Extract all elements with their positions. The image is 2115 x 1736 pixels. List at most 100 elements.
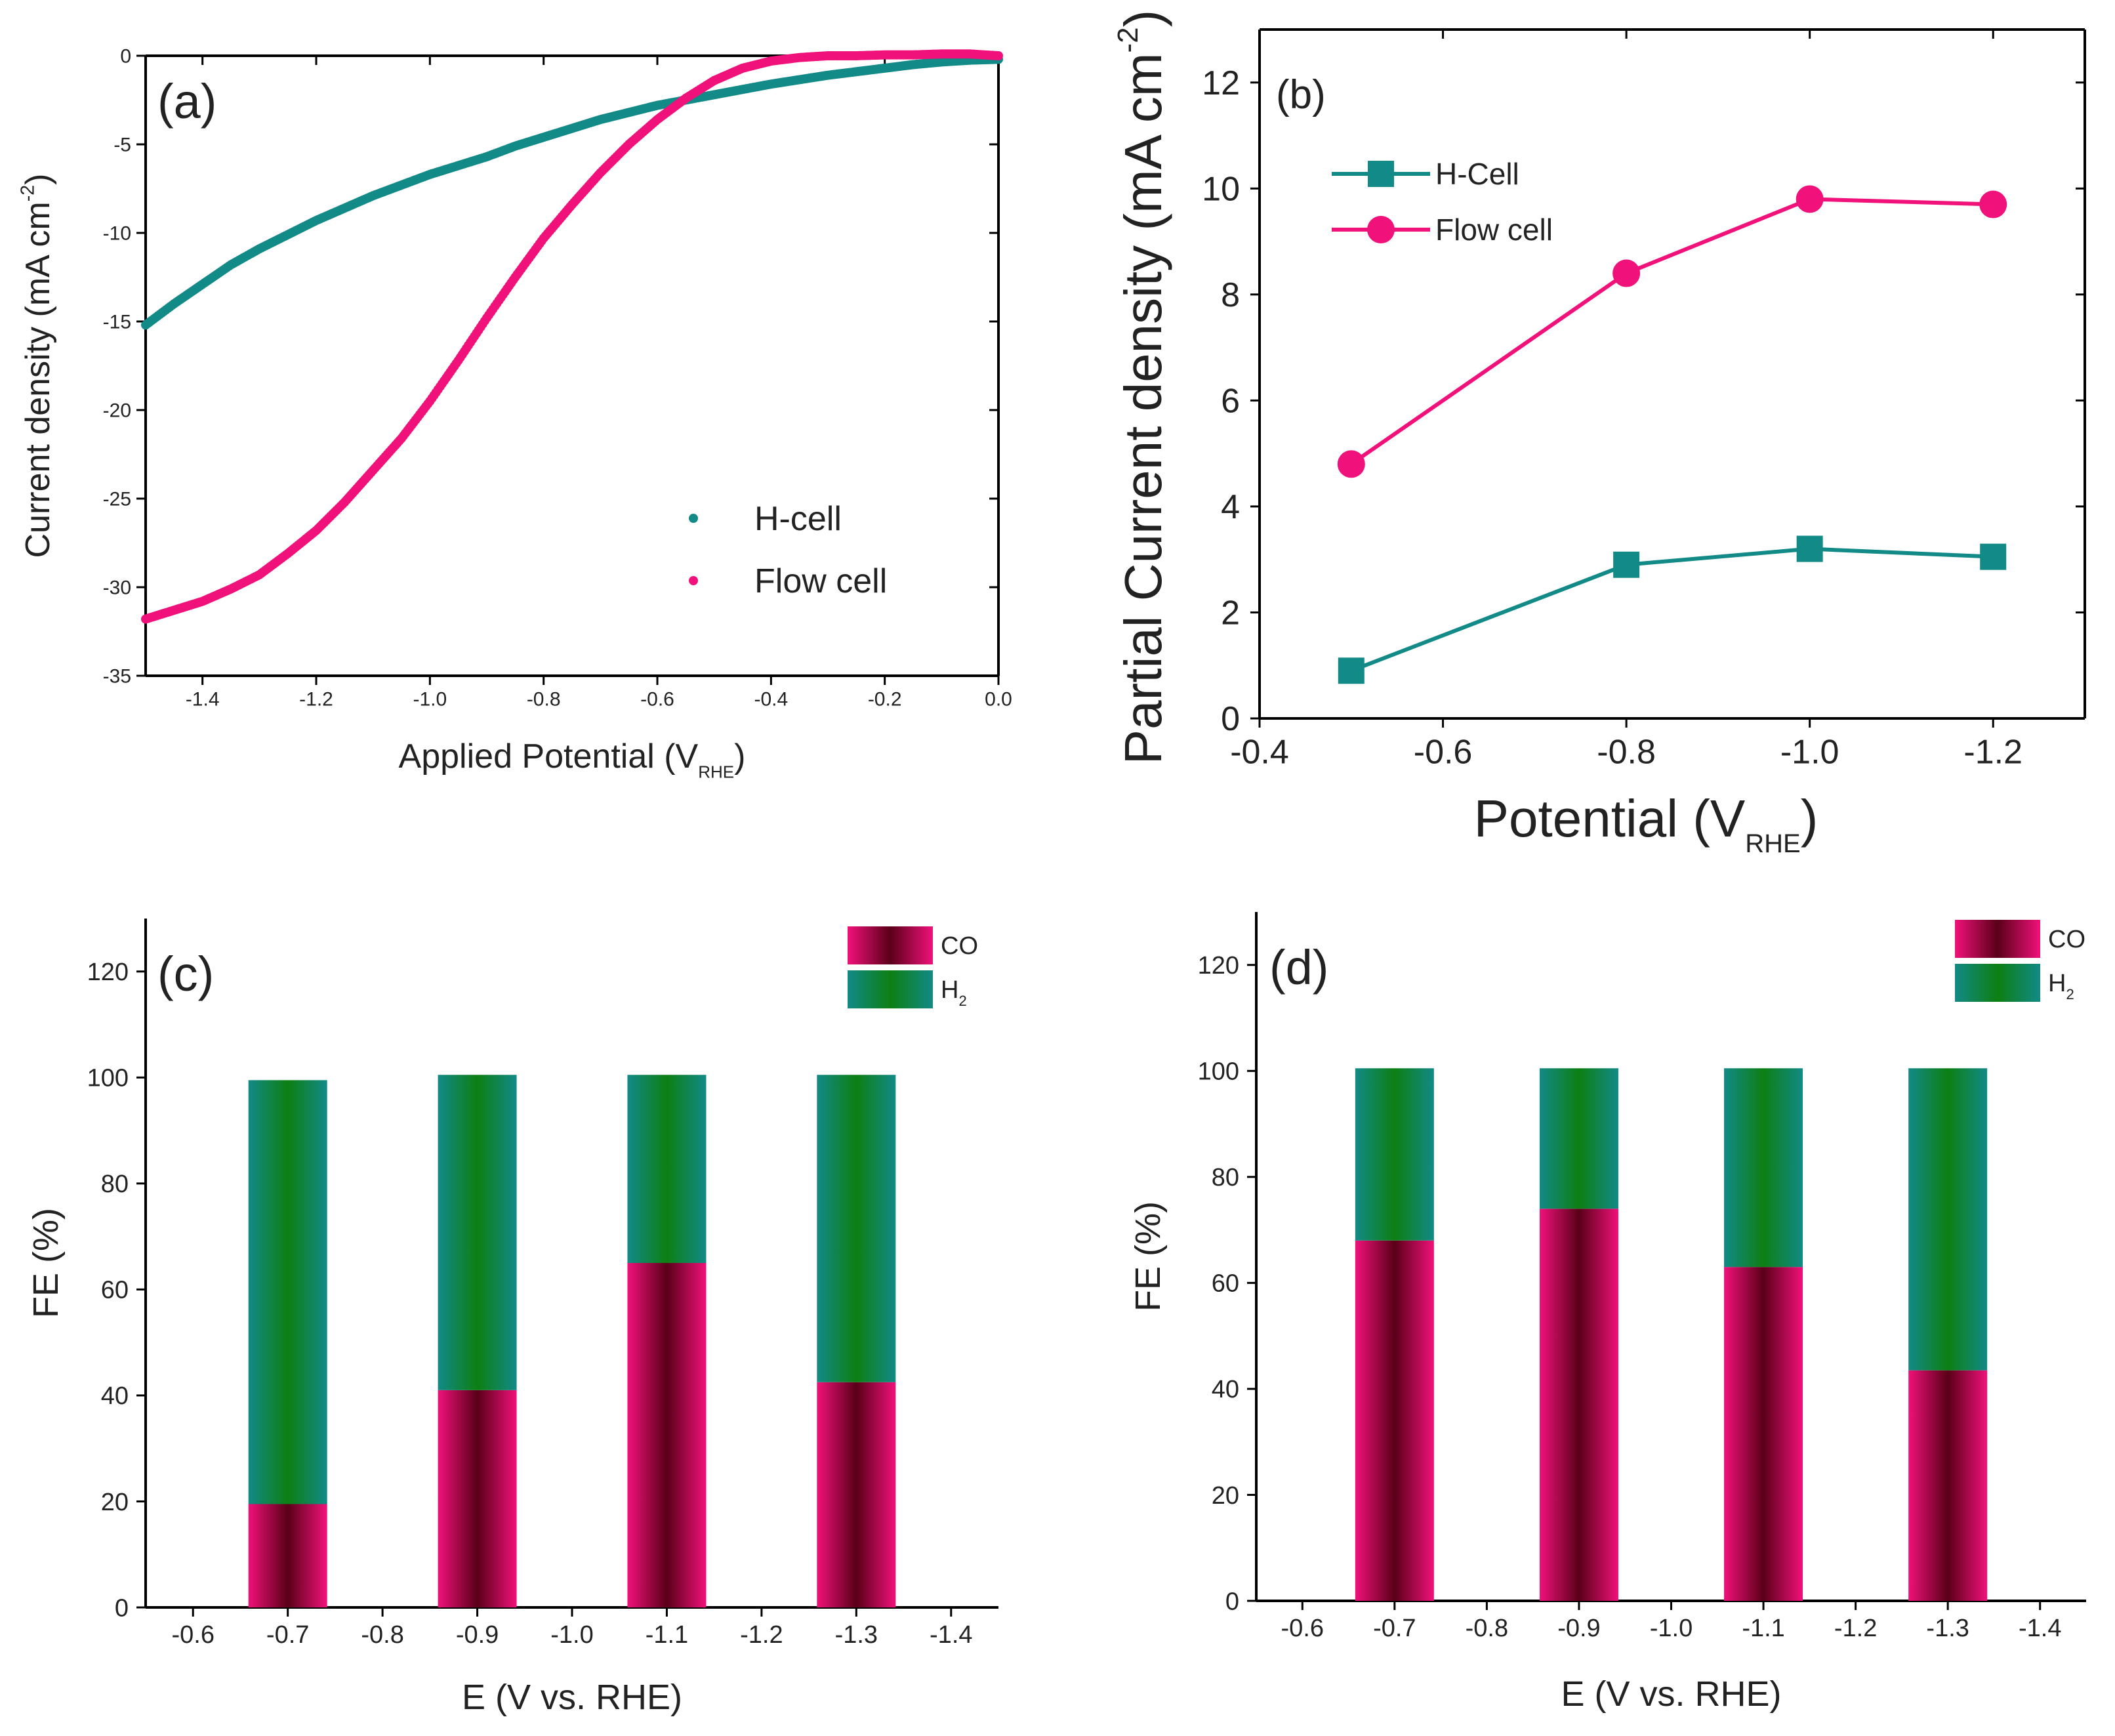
legend-label: H2 [941, 976, 967, 1009]
x-tick-label: -1.3 [1926, 1615, 1969, 1642]
legend-swatch [848, 926, 933, 964]
x-axis-title: Applied Potential (VRHE) [399, 737, 746, 782]
legend-swatch [1955, 964, 2040, 1002]
data-point [1337, 450, 1365, 478]
y-axis-title-sup: -2 [1112, 27, 1144, 52]
y-tick-label: 120 [87, 959, 129, 986]
y-tick-label: 40 [101, 1382, 129, 1410]
panel-label: (b) [1276, 72, 1326, 117]
x-axis-title: Potential (VRHE) [1474, 789, 1818, 858]
data-point [1338, 657, 1365, 684]
series-line [1350, 547, 1994, 673]
y-axis-title-sup: -2 [18, 185, 39, 201]
x-tick-label: -1.1 [646, 1621, 688, 1649]
x-axis-title-main: E (V vs. RHE) [1561, 1674, 1781, 1714]
y-axis-title: FE (%) [26, 1208, 66, 1318]
series-h-cell [1338, 535, 2007, 684]
legend-label: H2 [2048, 970, 2074, 1002]
y-tick-label: 100 [87, 1065, 129, 1092]
bar-co [438, 1390, 517, 1607]
x-axis-title-sub: RHE [698, 762, 734, 782]
x-tick-label: -0.8 [1597, 734, 1656, 772]
x-tick-label: -1.0 [413, 689, 447, 711]
y-tick-label: -10 [103, 223, 131, 245]
x-axis-title-main: Potential (V [1474, 789, 1746, 848]
legend-label: H-cell [754, 500, 842, 538]
panel-a-chart: -1.4 -1.2 -1.0 -0.8 -0.6 -0.4 -0.2 0.0 0 -5 -10 -15… [18, 46, 1012, 782]
x-tick-label: -1.4 [930, 1621, 972, 1649]
y-tick-label: 10 [1202, 171, 1240, 209]
legend-label-main: H [941, 976, 958, 1004]
bar-co [1355, 1240, 1434, 1601]
bars [248, 1075, 896, 1607]
x-tick-label: -1.0 [550, 1621, 593, 1649]
panel-c-chart: -0.6 -0.7 -0.8 -0.9 -1.0 -1.1 -1.2 -1.3 -1.4 0 20 4… [26, 919, 998, 1717]
data-point [1979, 190, 2007, 218]
y-tick-label: 8 [1221, 276, 1240, 314]
x-tick-label: -0.4 [754, 689, 788, 711]
x-tick-label: -1.2 [1834, 1615, 1877, 1642]
series-flow-cell [141, 49, 1003, 624]
y-tick-label: 100 [1198, 1058, 1239, 1086]
legend: CO H2 [848, 926, 978, 1009]
y-tick-label: 12 [1202, 64, 1240, 102]
panel-label: (d) [1269, 940, 1328, 995]
bar-co [817, 1382, 896, 1607]
x-tick-label: -1.2 [1963, 734, 2023, 772]
x-tick-label: -0.6 [1281, 1615, 1324, 1642]
y-axis-title: FE (%) [1128, 1201, 1168, 1312]
panel-label: (c) [157, 947, 214, 1001]
y-tick-label: -5 [113, 134, 131, 156]
x-tick-label: -1.2 [740, 1621, 783, 1649]
series-line [1350, 197, 1994, 466]
legend: CO H2 [1955, 920, 2085, 1002]
data-point [1613, 551, 1640, 578]
data-point [1980, 543, 2007, 570]
x-tick-label: -0.7 [266, 1621, 309, 1649]
y-tick-label: 2 [1221, 594, 1240, 632]
y-axis-title: Current density (mA cm-2) [18, 173, 57, 558]
x-tick-label: -1.4 [186, 689, 220, 711]
y-tick-label: 0 [120, 46, 131, 68]
bar-co [627, 1263, 707, 1607]
y-axis-title-close: ) [1114, 10, 1172, 28]
x-tick-label: -0.9 [1557, 1615, 1600, 1642]
bar-h2 [627, 1075, 707, 1263]
legend-marker [689, 576, 698, 585]
bar-h2 [817, 1075, 896, 1382]
bar-h2 [1355, 1068, 1434, 1241]
legend-label: CO [2048, 926, 2085, 953]
y-tick-label: 60 [1212, 1270, 1239, 1298]
bar-co [1539, 1209, 1618, 1601]
x-tick-label: -1.3 [835, 1621, 878, 1649]
x-tick-label: -0.9 [456, 1621, 499, 1649]
legend-marker [1367, 216, 1395, 243]
y-tick-label: 0 [1221, 700, 1240, 738]
bar-co [1724, 1267, 1803, 1601]
y-tick-label: 80 [1212, 1164, 1239, 1191]
legend-label-sub: 2 [958, 993, 966, 1009]
bar-h2 [1908, 1068, 1988, 1371]
bar-h2 [1539, 1068, 1618, 1209]
x-tick-label: -0.2 [868, 689, 902, 711]
y-tick-label: 20 [101, 1489, 129, 1516]
legend-swatch [848, 970, 933, 1008]
y-tick-label: -30 [103, 577, 131, 599]
y-tick-label: 40 [1212, 1376, 1239, 1403]
x-tick-label: -1.0 [1650, 1615, 1693, 1642]
y-tick-label: 6 [1221, 382, 1240, 421]
bar-h2 [438, 1075, 517, 1390]
y-tick-label: 4 [1221, 488, 1240, 526]
legend-label: CO [941, 932, 978, 960]
x-tick-label: -0.6 [640, 689, 674, 711]
y-tick-label: 120 [1198, 952, 1239, 980]
legend-label: Flow cell [754, 562, 887, 600]
bar-h2 [1724, 1068, 1803, 1268]
x-tick-label: -1.0 [1780, 734, 1839, 772]
x-tick-label: -0.8 [1466, 1615, 1508, 1642]
x-tick-label: -0.8 [527, 689, 561, 711]
legend-label: H-Cell [1435, 157, 1519, 191]
bar-co [248, 1504, 327, 1607]
data-point [994, 51, 1003, 60]
